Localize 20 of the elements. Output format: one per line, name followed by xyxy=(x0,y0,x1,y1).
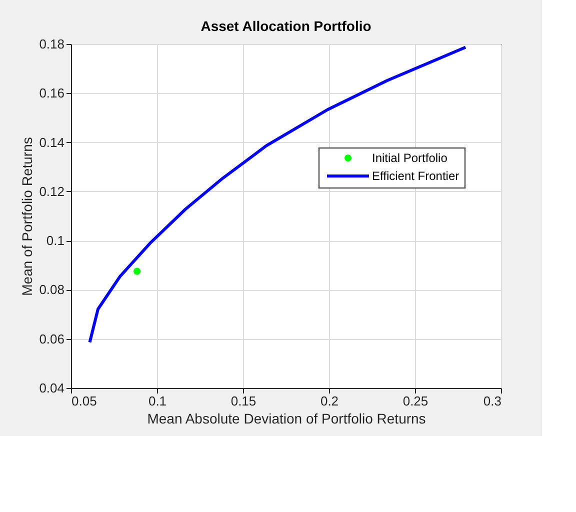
x-tick-label: 0.15 xyxy=(230,394,256,408)
line-series xyxy=(88,46,468,344)
y-tick-label: 0.06 xyxy=(39,331,64,346)
x-tick-label: 0.1 xyxy=(148,394,167,408)
legend-label: Efficient Frontier xyxy=(372,169,460,183)
legend-label: Initial Portfolio xyxy=(372,151,448,165)
y-tick-label: 0.1 xyxy=(46,233,64,248)
chart-title: Asset Allocation Portfolio xyxy=(200,18,372,34)
y-tick-label: 0.12 xyxy=(39,184,64,199)
x-axis-title: Mean Absolute Deviation of Portfolio Returns xyxy=(147,410,426,426)
y-tick-label: 0.16 xyxy=(39,86,64,101)
y-tick-label: 0.18 xyxy=(39,36,64,52)
y-tick-label: 0.14 xyxy=(39,134,64,150)
x-tick-label: 0.2 xyxy=(320,394,339,408)
y-axis-title: Mean of Portfolio Returns xyxy=(19,137,36,296)
x-tick-label: 0.25 xyxy=(402,394,428,408)
y-tick-label: 0.08 xyxy=(39,282,64,298)
x-tick-label: 0.05 xyxy=(72,394,97,408)
x-tick-label: 0.3 xyxy=(483,394,502,408)
y-tick-label: 0.04 xyxy=(39,380,64,396)
